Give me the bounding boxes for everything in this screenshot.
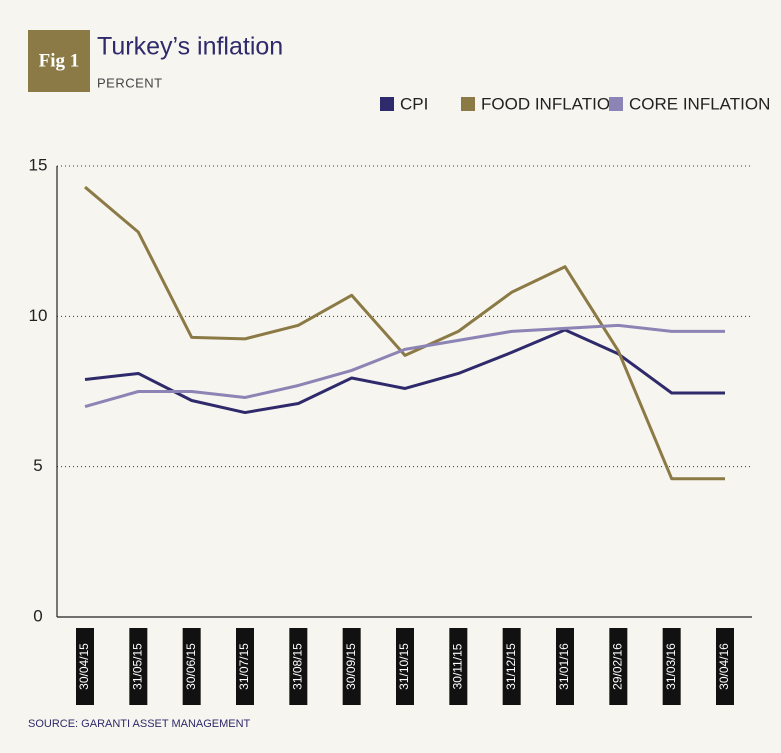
y-tick-label: 10: [29, 306, 48, 325]
fig-badge: [28, 30, 90, 92]
x-tick-label: 31/05/15: [131, 643, 145, 690]
x-tick-box: [716, 628, 734, 705]
line-series: [84, 185, 725, 481]
line-series: [84, 328, 725, 415]
x-tick-box: [662, 628, 681, 705]
x-tick-label: 31/08/15: [291, 643, 305, 690]
chart-subtitle: PERCENT: [97, 75, 163, 90]
fig-label: Fig 1: [39, 50, 80, 71]
x-tick-label: 31/12/15: [504, 643, 518, 690]
x-tick-label: 30/04/16: [717, 643, 731, 690]
x-tick-label: 30/04/15: [77, 643, 91, 690]
x-tick-box: [342, 628, 361, 705]
legend-label: CPI: [400, 94, 428, 113]
y-tick-label: 0: [33, 606, 42, 625]
x-tick-box: [396, 628, 414, 705]
x-tick-label: 31/01/16: [557, 643, 571, 690]
x-tick-box: [236, 628, 254, 705]
legend-swatch: [609, 97, 623, 111]
legend-swatch: [380, 97, 394, 111]
x-tick-box: [449, 628, 468, 705]
x-tick-box: [182, 628, 201, 705]
legend-label: FOOD INFLATION: [481, 94, 622, 113]
x-tick-label: 31/10/15: [397, 643, 411, 690]
legend-label: CORE INFLATION: [629, 94, 770, 113]
x-tick-label: 31/07/15: [237, 643, 251, 690]
x-tick-box: [76, 628, 94, 705]
y-tick-label: 15: [29, 155, 48, 174]
chart-title: Turkey’s inflation: [97, 33, 283, 61]
x-tick-box: [556, 628, 574, 705]
line-series: [84, 323, 725, 408]
x-tick-box: [502, 628, 521, 705]
y-tick-label: 5: [33, 456, 42, 475]
x-tick-label: 31/03/16: [664, 643, 678, 690]
x-tick-label: 30/06/15: [184, 643, 198, 690]
x-tick-box: [289, 628, 308, 705]
x-tick-label: 29/02/16: [611, 643, 625, 690]
legend-swatch: [461, 97, 475, 111]
x-tick-box: [609, 628, 628, 705]
x-tick-label: 30/11/15: [451, 643, 465, 689]
source: SOURCE: GARANTI ASSET MANAGEMENT: [28, 718, 251, 730]
x-tick-label: 30/09/15: [344, 643, 358, 690]
x-tick-box: [129, 628, 148, 705]
